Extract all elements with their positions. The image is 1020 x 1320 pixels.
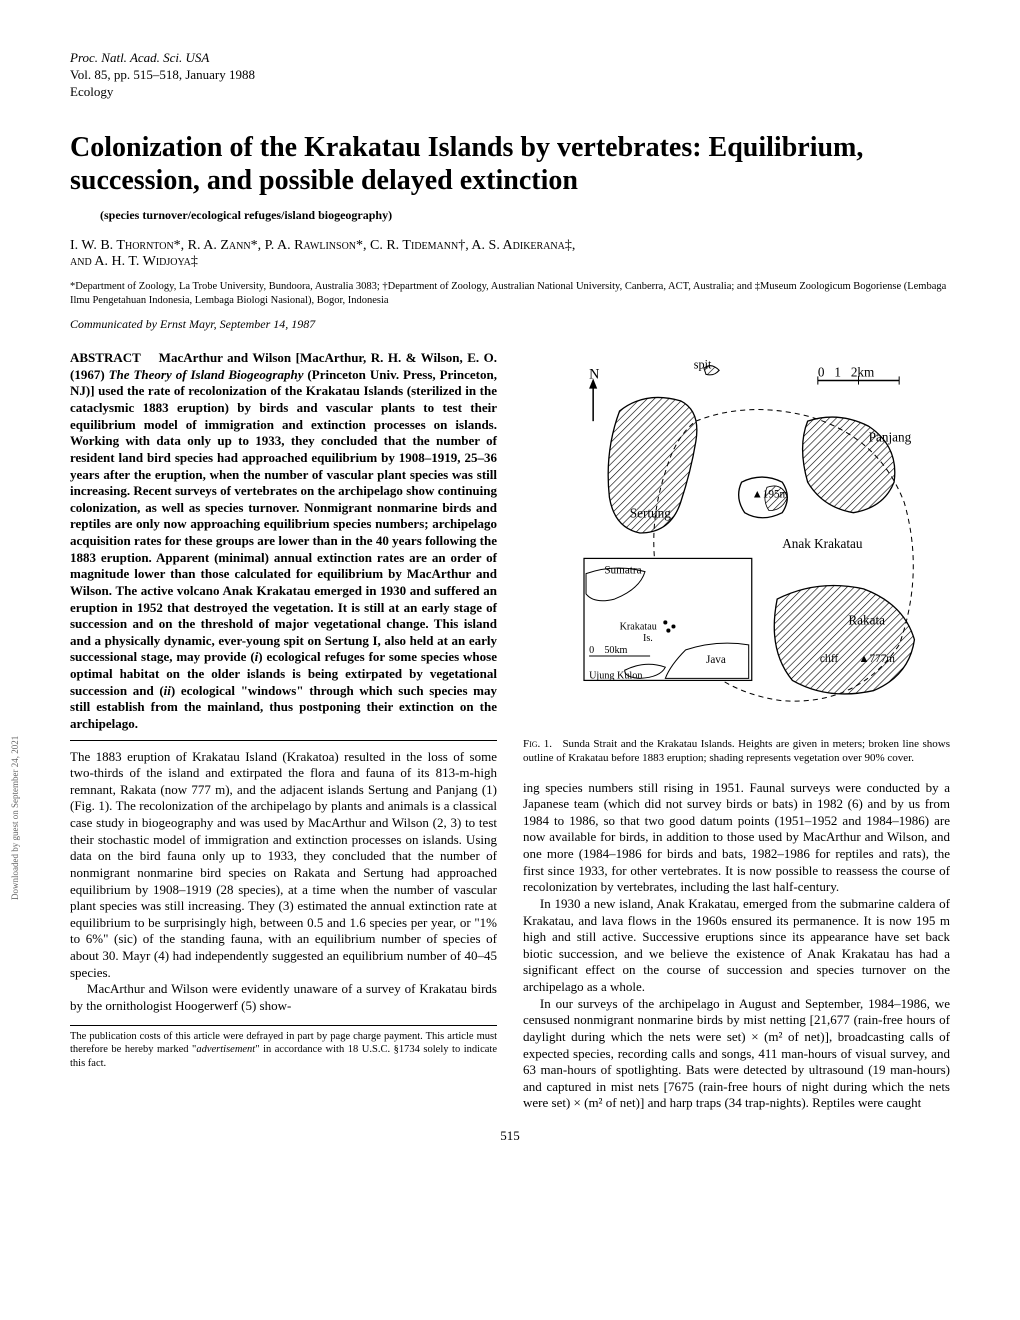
page-number: 515 <box>70 1128 950 1144</box>
figure-caption: Fig. 1. Sunda Strait and the Krakatau Is… <box>523 737 950 766</box>
ujung-label: Ujung Kulon <box>589 671 642 682</box>
body-paragraph: In our surveys of the archipelago in Aug… <box>523 996 950 1112</box>
left-column: ABSTRACT MacArthur and Wilson [MacArthur… <box>70 350 497 1112</box>
journal-volume: Vol. 85, pp. 515–518, January 1988 <box>70 67 255 82</box>
java-label: Java <box>706 654 726 666</box>
communicated-by: Communicated by Ernst Mayr, September 14… <box>70 317 950 332</box>
panjang-label: Panjang <box>869 430 912 445</box>
krakatau-is-label: Krakatau <box>620 622 657 633</box>
sumatra-label: Sumatra <box>604 565 641 577</box>
right-column: N 0 1 2km spit Sertung Panjang ▲195m <box>523 350 950 1112</box>
krakatau-is-label2: Is. <box>643 633 653 644</box>
north-label: N <box>589 367 599 383</box>
affiliations: *Department of Zoology, La Trobe Univers… <box>70 280 950 307</box>
body-paragraph: The 1883 eruption of Krakatau Island (Kr… <box>70 749 497 982</box>
sertung-label: Sertung <box>630 506 671 521</box>
two-column-layout: ABSTRACT MacArthur and Wilson [MacArthur… <box>70 350 950 1112</box>
scale-label: 0 1 2km <box>818 365 875 380</box>
anak-label: Anak Krakatau <box>782 536 863 551</box>
abstract: ABSTRACT MacArthur and Wilson [MacArthur… <box>70 350 497 732</box>
publication-footnote: The publication costs of this article we… <box>70 1025 497 1071</box>
abstract-separator <box>70 740 497 741</box>
journal-header: Proc. Natl. Acad. Sci. USA Vol. 85, pp. … <box>70 50 950 101</box>
anak-height-label: ▲195m <box>752 489 789 501</box>
authors: I. W. B. Thornton*, R. A. Zann*, P. A. R… <box>70 238 950 270</box>
download-watermark: Downloaded by guest on September 24, 202… <box>10 736 20 900</box>
body-paragraph: MacArthur and Wilson were evidently unaw… <box>70 981 497 1014</box>
rakata-height-label: ▲777m <box>858 653 895 665</box>
journal-name: Proc. Natl. Acad. Sci. USA <box>70 50 209 65</box>
abstract-label: ABSTRACT <box>70 350 141 365</box>
body-paragraph: In 1930 a new island, Anak Krakatau, eme… <box>523 896 950 996</box>
body-paragraph: ing species numbers still rising in 1951… <box>523 780 950 896</box>
journal-section: Ecology <box>70 84 113 99</box>
inset-scale-label: 0 50km <box>589 645 627 656</box>
article-title: Colonization of the Krakatau Islands by … <box>70 131 950 198</box>
cliff-label: cliff <box>820 653 839 665</box>
rakata-label: Rakata <box>848 613 885 628</box>
keywords: (species turnover/ecological refuges/isl… <box>70 208 950 223</box>
figure-map: N 0 1 2km spit Sertung Panjang ▲195m <box>523 350 950 726</box>
